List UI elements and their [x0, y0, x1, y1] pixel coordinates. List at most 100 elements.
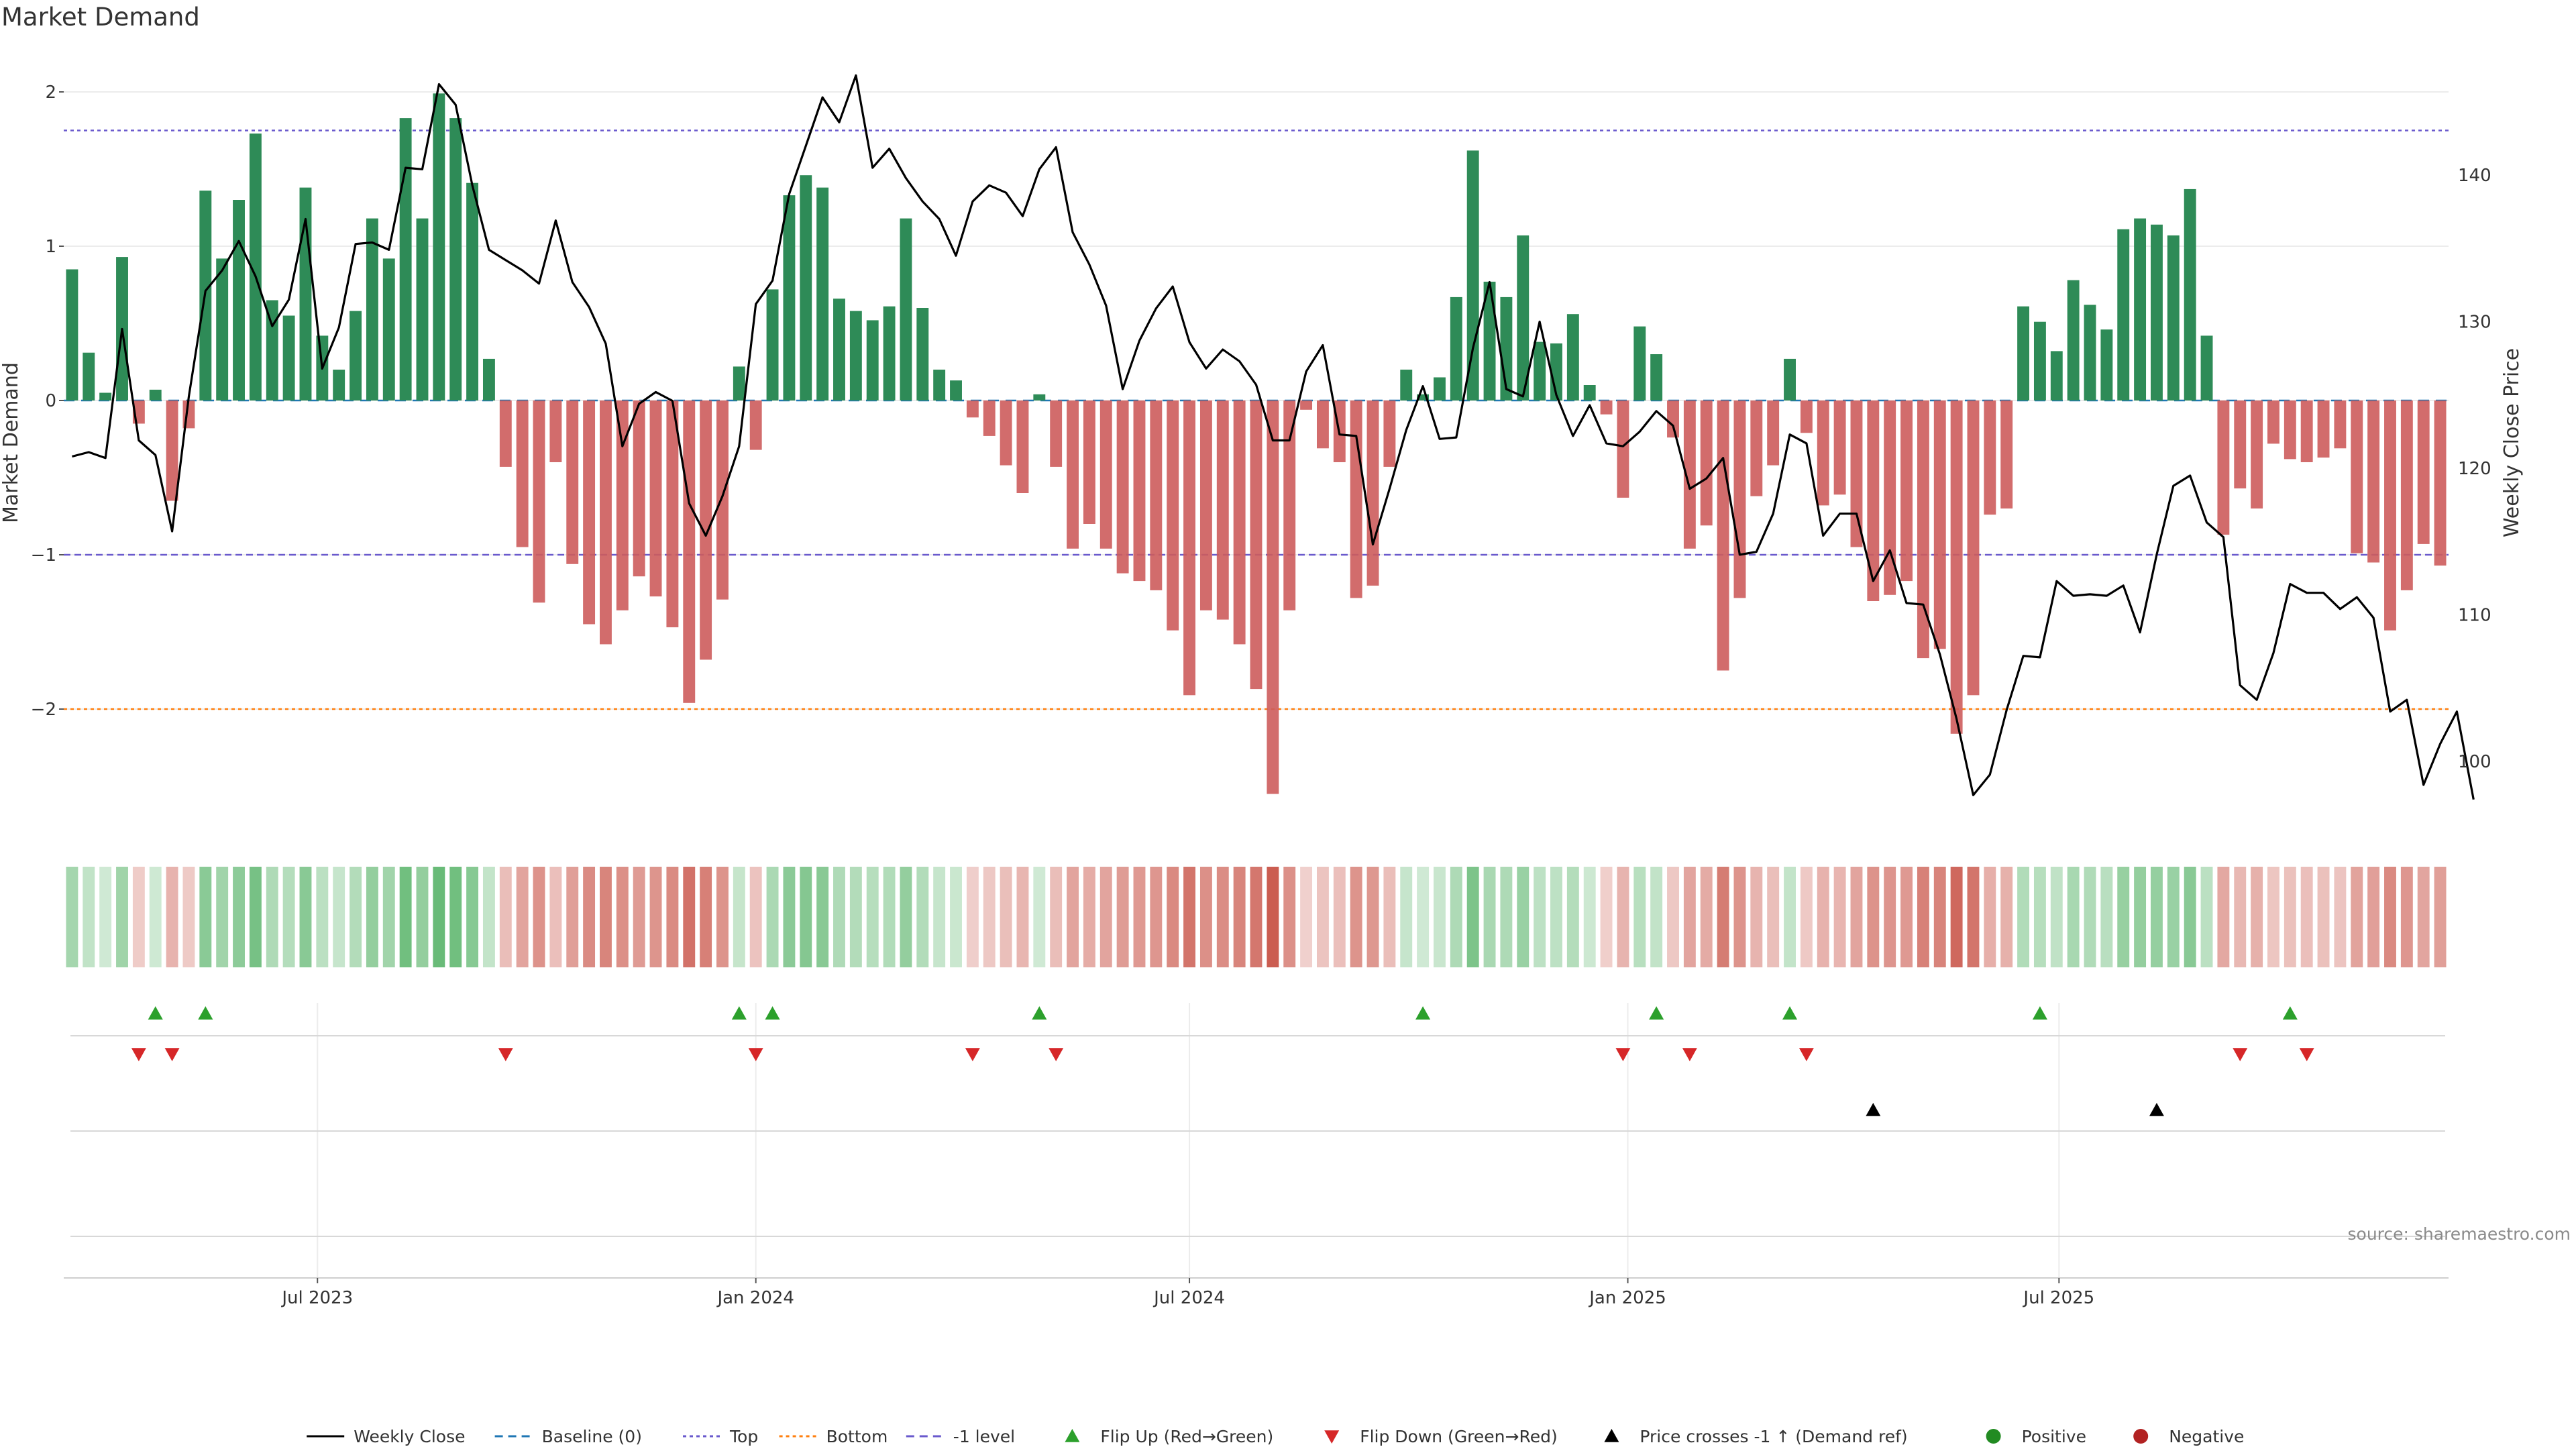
legend-item: Weekly Close [307, 1427, 465, 1446]
heat-cell [849, 867, 862, 967]
heat-cell [433, 867, 445, 967]
demand-bar [1216, 400, 1229, 620]
y-tick-label: 1 [45, 237, 56, 257]
heat-cell [1750, 867, 1763, 967]
demand-bars [66, 93, 2447, 794]
y-tick-label: −2 [31, 700, 56, 720]
y2-axis-label: Weekly Close Price [2500, 348, 2524, 537]
flip-up-marker [148, 1006, 163, 1020]
demand-bar [2200, 335, 2213, 400]
heat-cell [583, 867, 596, 967]
x-tick-label: Jul 2025 [2022, 1288, 2094, 1308]
demand-bar [1717, 400, 1729, 671]
heat-cell [1116, 867, 1129, 967]
heat-cell [1183, 867, 1196, 967]
heat-cell [2000, 867, 2013, 967]
demand-bar [1350, 400, 1362, 598]
legend-label: Top [729, 1427, 758, 1446]
heat-cell [1400, 867, 1413, 967]
heat-cell [933, 867, 946, 967]
heat-cell [99, 867, 112, 967]
demand-bar [1517, 235, 1529, 400]
demand-bar [2050, 351, 2063, 400]
heat-cell [233, 867, 245, 967]
heat-cell [1667, 867, 1679, 967]
demand-bar [1950, 400, 1963, 734]
demand-bar [366, 218, 378, 400]
heat-cell [316, 867, 329, 967]
demand-bar [916, 308, 929, 400]
demand-bar [1683, 400, 1696, 549]
demand-bar [2084, 305, 2096, 400]
heat-cell [350, 867, 362, 967]
demand-bar [2334, 400, 2347, 449]
heat-cell [1099, 867, 1112, 967]
heat-cell [1466, 867, 1479, 967]
y2-tick-label: 140 [2458, 166, 2491, 186]
demand-bar [1733, 400, 1746, 598]
heat-cell [1150, 867, 1163, 967]
heat-cell [1267, 867, 1279, 967]
legend-item: Baseline (0) [494, 1427, 642, 1446]
y2-tick-label: 120 [2458, 459, 2491, 479]
heat-cell [482, 867, 495, 967]
flip-down-marker [2233, 1048, 2248, 1061]
y2-tick-label: 110 [2458, 606, 2491, 626]
demand-bar [1099, 400, 1112, 549]
demand-bar [266, 300, 278, 400]
heat-cell [816, 867, 829, 967]
demand-bar [700, 400, 712, 660]
demand-bar [666, 400, 679, 628]
heat-cell [1650, 867, 1663, 967]
heat-cell [132, 867, 145, 967]
legend-label: Weekly Close [354, 1427, 465, 1446]
legend-item: Top [683, 1427, 758, 1446]
flip-down-marker [131, 1048, 146, 1061]
demand-bar [1466, 150, 1479, 400]
demand-bar [2417, 400, 2430, 544]
heat-cell [2434, 867, 2447, 967]
demand-bar [1283, 400, 1296, 610]
demand-bar [66, 269, 78, 400]
heat-cell [1233, 867, 1246, 967]
heat-cell [2017, 867, 2030, 967]
heat-cell [1767, 867, 1780, 967]
heat-cell [616, 867, 629, 967]
heat-cell [2184, 867, 2196, 967]
heat-cell [1917, 867, 1929, 967]
heat-cell [649, 867, 662, 967]
heat-cell [533, 867, 545, 967]
demand-bar [2367, 400, 2380, 563]
demand-bar [2317, 400, 2330, 458]
demand-bar [2351, 400, 2363, 553]
demand-bar [1033, 394, 1046, 400]
heat-cell [2050, 867, 2063, 967]
heat-cell [2351, 867, 2363, 967]
legend-item: Bottom [779, 1427, 888, 1446]
demand-bar [449, 118, 462, 400]
x-tick-label: Jan 2024 [716, 1288, 794, 1308]
x-axis: Jul 2023 Jan 2024 Jul 2024 Jan 2025 Jul 2025 [64, 1277, 2449, 1308]
legend-label: Baseline (0) [542, 1427, 642, 1446]
heat-cell [382, 867, 395, 967]
heat-cell [633, 867, 645, 967]
demand-bar [2234, 400, 2247, 489]
legend-swatch [1986, 1429, 2001, 1444]
x-tick-label: Jul 2023 [280, 1288, 353, 1308]
demand-bar [800, 175, 812, 400]
demand-bar [1233, 400, 1246, 645]
demand-bar [766, 289, 779, 400]
demand-bar [1884, 400, 1896, 595]
heat-cell [950, 867, 962, 967]
heat-cell [116, 867, 128, 967]
legend-label: Flip Down (Green→Red) [1360, 1427, 1558, 1446]
heat-cell [966, 867, 979, 967]
heat-cell [916, 867, 929, 967]
price-series [71, 74, 2475, 800]
flip-up-marker [731, 1006, 747, 1020]
heat-cell [1167, 867, 1179, 967]
demand-bar [1800, 400, 1813, 433]
demand-bar [1167, 400, 1179, 631]
heat-cell [1517, 867, 1529, 967]
